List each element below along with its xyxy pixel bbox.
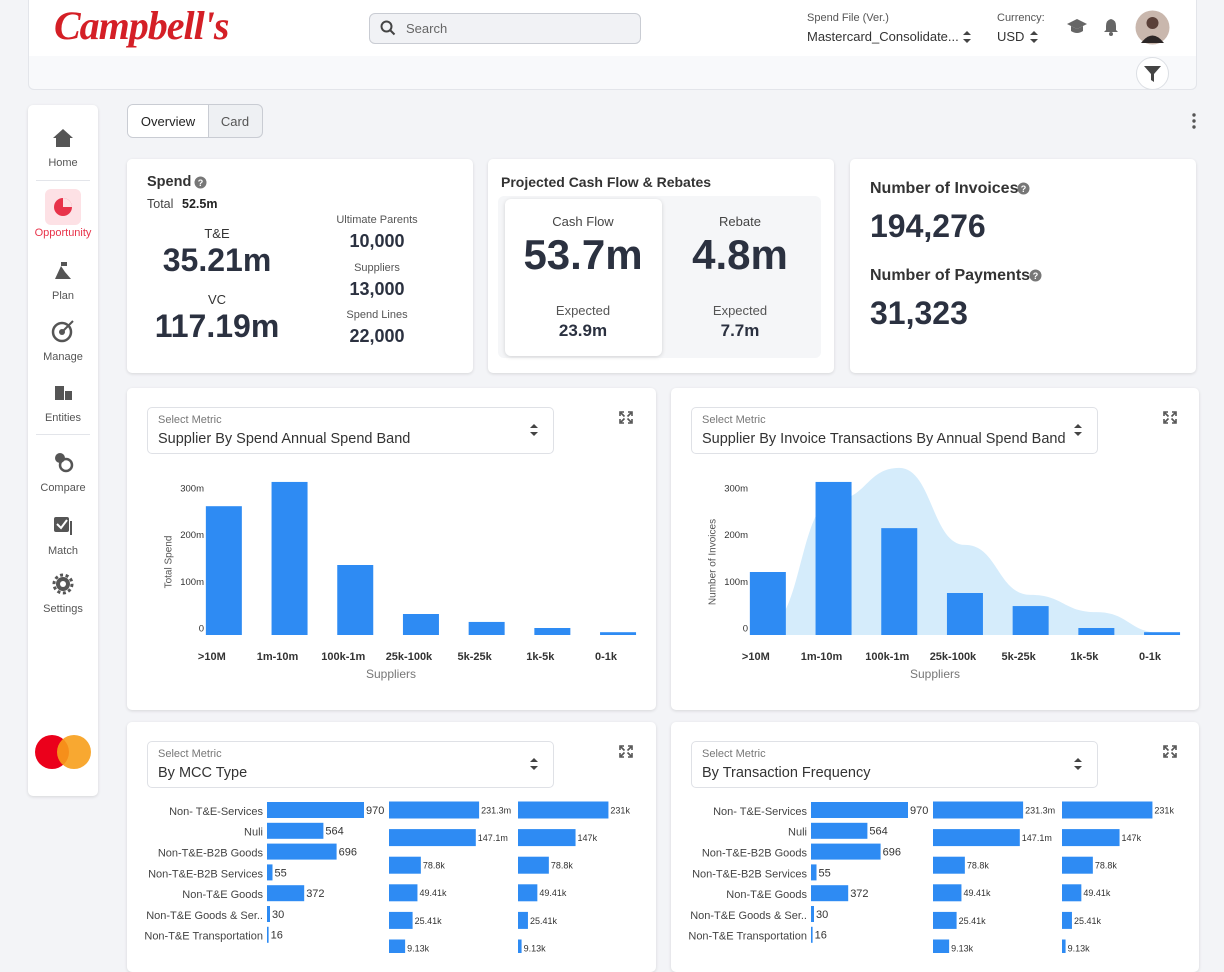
metric-label: Number of Payments (870, 267, 1031, 284)
svg-text:?: ? (198, 178, 204, 188)
spend-file-select[interactable]: Mastercard_Consolidate... (807, 29, 959, 44)
nav-entities[interactable]: Entities (44, 412, 82, 424)
divider (36, 434, 90, 435)
search-box[interactable]: Search (369, 13, 641, 44)
cell-sub-value: 7.7m (720, 321, 760, 340)
select-label: Select Metric (158, 748, 222, 760)
select-label: Select Metric (158, 414, 222, 426)
currency-label: Currency: (997, 12, 1045, 24)
cell-label: Rebate (719, 214, 761, 229)
cell-sub-value: 23.9m (558, 321, 608, 340)
notification-icon[interactable] (1103, 18, 1119, 36)
select-label: Select Metric (702, 414, 766, 426)
vc-value: 117.19m (154, 308, 280, 344)
select-value: By Transaction Frequency (702, 765, 871, 781)
total-label: Total (147, 197, 174, 211)
svg-text:?: ? (1021, 184, 1027, 194)
stat-label: Suppliers (354, 262, 400, 274)
tab-overview[interactable]: Overview (140, 114, 196, 129)
tab-group: Overview Card (127, 104, 263, 138)
currency-select[interactable]: USD (997, 29, 1025, 44)
invoices-card (850, 159, 1196, 373)
metric-select[interactable]: Select Metric By MCC Type (147, 741, 554, 788)
cell-value: 4.8m (692, 231, 788, 278)
metric-label: Number of Invoices (870, 180, 1019, 197)
filter-button[interactable] (1134, 55, 1171, 92)
metric-value: 31,323 (870, 295, 968, 331)
tab-card[interactable]: Card (220, 114, 250, 129)
select-value: Supplier By Invoice Transactions By Annu… (702, 431, 1066, 447)
card-title: Spend (147, 174, 192, 190)
stat-value: 10,000 (349, 231, 405, 251)
select-value: Supplier By Spend Annual Spend Band (158, 431, 411, 447)
cell-value: 53.7m (523, 231, 643, 278)
metric-select[interactable]: Select Metric By Transaction Frequency (691, 741, 1098, 788)
updown-icon (963, 31, 971, 43)
help-icon[interactable]: ? (194, 176, 207, 189)
nav-settings[interactable]: Settings (43, 603, 83, 615)
learn-icon[interactable] (1066, 18, 1088, 36)
nav-match[interactable]: Match (48, 545, 78, 557)
header-subbar (28, 56, 1197, 90)
nav-home[interactable]: Home (48, 157, 78, 169)
nav-plan[interactable]: Plan (51, 290, 75, 302)
divider (36, 180, 90, 181)
total-value: 52.5m (182, 197, 218, 211)
spend-card (127, 159, 473, 373)
te-label: T&E (204, 226, 230, 241)
more-menu[interactable] (1190, 112, 1198, 130)
metric-select[interactable]: Select Metric Supplier By Invoice Transac… (691, 407, 1098, 454)
nav-opportunity[interactable]: Opportunity (34, 227, 92, 239)
updown-icon (1030, 31, 1038, 43)
cell-sub-label: Expected (555, 303, 611, 318)
select-value: By MCC Type (158, 765, 248, 781)
cell-label: Cash Flow (552, 214, 614, 229)
search-icon (380, 20, 396, 36)
card-title: Projected Cash Flow & Rebates (501, 174, 712, 190)
search-placeholder: Search (406, 21, 448, 36)
svg-text:?: ? (1033, 271, 1039, 281)
nav-manage[interactable]: Manage (43, 351, 83, 363)
select-label: Select Metric (702, 748, 766, 760)
vc-label: VC (207, 292, 227, 307)
logo[interactable]: Campbell's (54, 3, 229, 48)
stat-value: 22,000 (349, 326, 405, 346)
spend-file-label: Spend File (Ver.) (807, 12, 889, 24)
metric-value: 194,276 (870, 208, 986, 244)
cell-sub-label: Expected (712, 303, 768, 318)
stat-label: Spend Lines (346, 309, 408, 321)
help-icon[interactable]: ? (1029, 269, 1042, 282)
help-icon[interactable]: ? (1017, 182, 1030, 195)
cashflow-cell (505, 199, 662, 356)
stat-label: Ultimate Parents (336, 214, 418, 226)
nav-compare[interactable]: Compare (40, 482, 86, 494)
stat-value: 13,000 (349, 279, 405, 299)
sidebar-icons (35, 129, 91, 769)
avatar[interactable] (1135, 10, 1170, 45)
metric-select[interactable]: Select Metric Supplier By Spend Annual Sp… (147, 407, 554, 454)
te-value: 35.21m (162, 242, 272, 278)
tab-active (128, 105, 209, 137)
